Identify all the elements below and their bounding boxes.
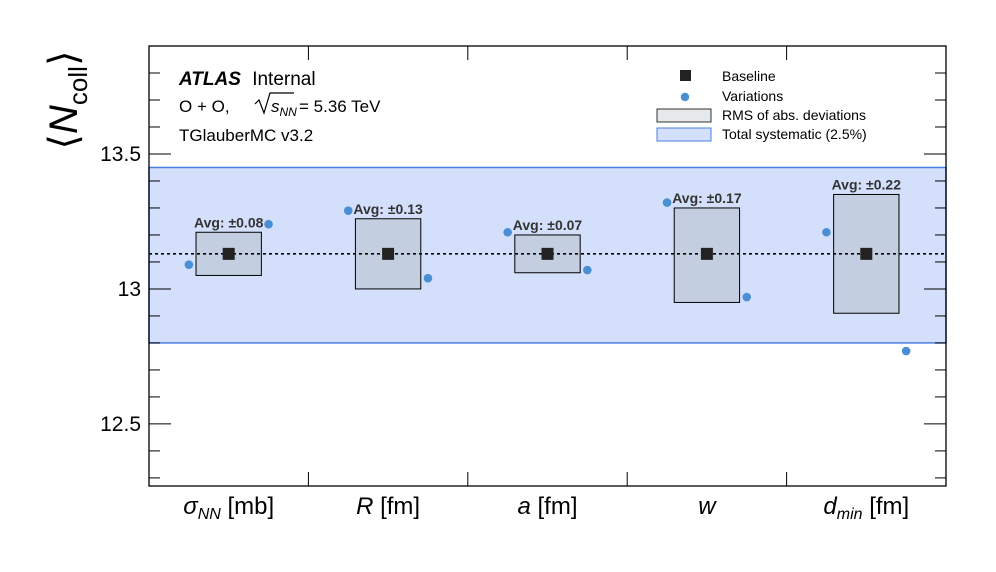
generator-label: TGlauberMC v3.2	[179, 126, 313, 145]
plot-frame	[148, 45, 947, 487]
svg-text:sNN: sNN	[271, 97, 297, 119]
sqrt-s-label: sNN = 5.36 TeV	[254, 92, 381, 119]
avg-label-3: Avg: ±0.17	[672, 190, 742, 206]
legend: Baseline Variations RMS of abs. deviations…	[656, 68, 867, 142]
y-tick-label-2: 13.5	[100, 143, 141, 166]
energy-subscript: NN	[280, 105, 298, 119]
y-axis-title: ⟨Ncoll⟩	[42, 50, 93, 149]
x-category-label-2: a [fm]	[517, 493, 577, 520]
avg-label-0: Avg: ±0.08	[194, 214, 264, 230]
baseline-marker-3	[700, 247, 713, 260]
variation-point-6	[662, 198, 672, 207]
x-category-labels: σNN [mb] R [fm] a [fm] w dmin [fm]	[183, 493, 909, 523]
variation-point-7	[742, 292, 752, 302]
atlas-label: ATLAS Internal	[178, 69, 316, 90]
x-category-label-3: w	[698, 493, 717, 520]
energy-symbol: s	[271, 97, 280, 116]
avg-label-1: Avg: ±0.13	[353, 201, 423, 217]
legend-label-0: Baseline	[722, 68, 776, 84]
variation-point-8	[822, 227, 831, 237]
baseline-marker-4	[860, 247, 873, 260]
x-category-label-0: σNN [mb]	[183, 493, 274, 523]
variation-point-5	[583, 265, 592, 275]
avg-labels-layer: Avg: ±0.08 Avg: ±0.13 Avg: ±0.07 Avg: ±0.17…	[194, 176, 901, 232]
experiment-name: ATLAS	[178, 69, 241, 90]
baseline-marker-1	[382, 247, 395, 260]
x-category-label-1: R [fm]	[356, 493, 420, 520]
y-tick-label-0: 12.5	[100, 413, 141, 436]
variation-point-9	[901, 346, 911, 356]
legend-variation-marker	[680, 92, 690, 102]
points-layer	[184, 198, 911, 356]
system-text: O + O,	[179, 97, 230, 116]
x-category-label-4: dmin [fm]	[823, 493, 909, 523]
system-energy-label: O + O,	[179, 97, 230, 116]
legend-rms-box	[656, 108, 712, 123]
status-text: Internal	[252, 69, 315, 90]
baseline-marker-0	[222, 247, 235, 260]
legend-label-2: RMS of abs. deviations	[722, 107, 866, 123]
axis-ticks-layer: 12.5 13 13.5	[100, 46, 946, 486]
variation-point-0	[184, 260, 194, 269]
variation-point-3	[423, 273, 433, 283]
variation-point-4	[503, 227, 512, 237]
baseline-marker-2	[541, 247, 554, 260]
legend-label-3: Total systematic (2.5%)	[722, 126, 867, 142]
legend-band-box	[656, 127, 712, 142]
legend-baseline-marker	[680, 70, 691, 81]
avg-label-4: Avg: ±0.22	[832, 176, 902, 192]
variation-point-2	[343, 206, 353, 215]
variation-point-1	[264, 219, 273, 229]
energy-value: = 5.36 TeV	[299, 97, 381, 116]
legend-label-1: Variations	[722, 88, 783, 104]
y-tick-label-1: 13	[118, 278, 141, 301]
avg-label-2: Avg: ±0.07	[513, 217, 583, 233]
